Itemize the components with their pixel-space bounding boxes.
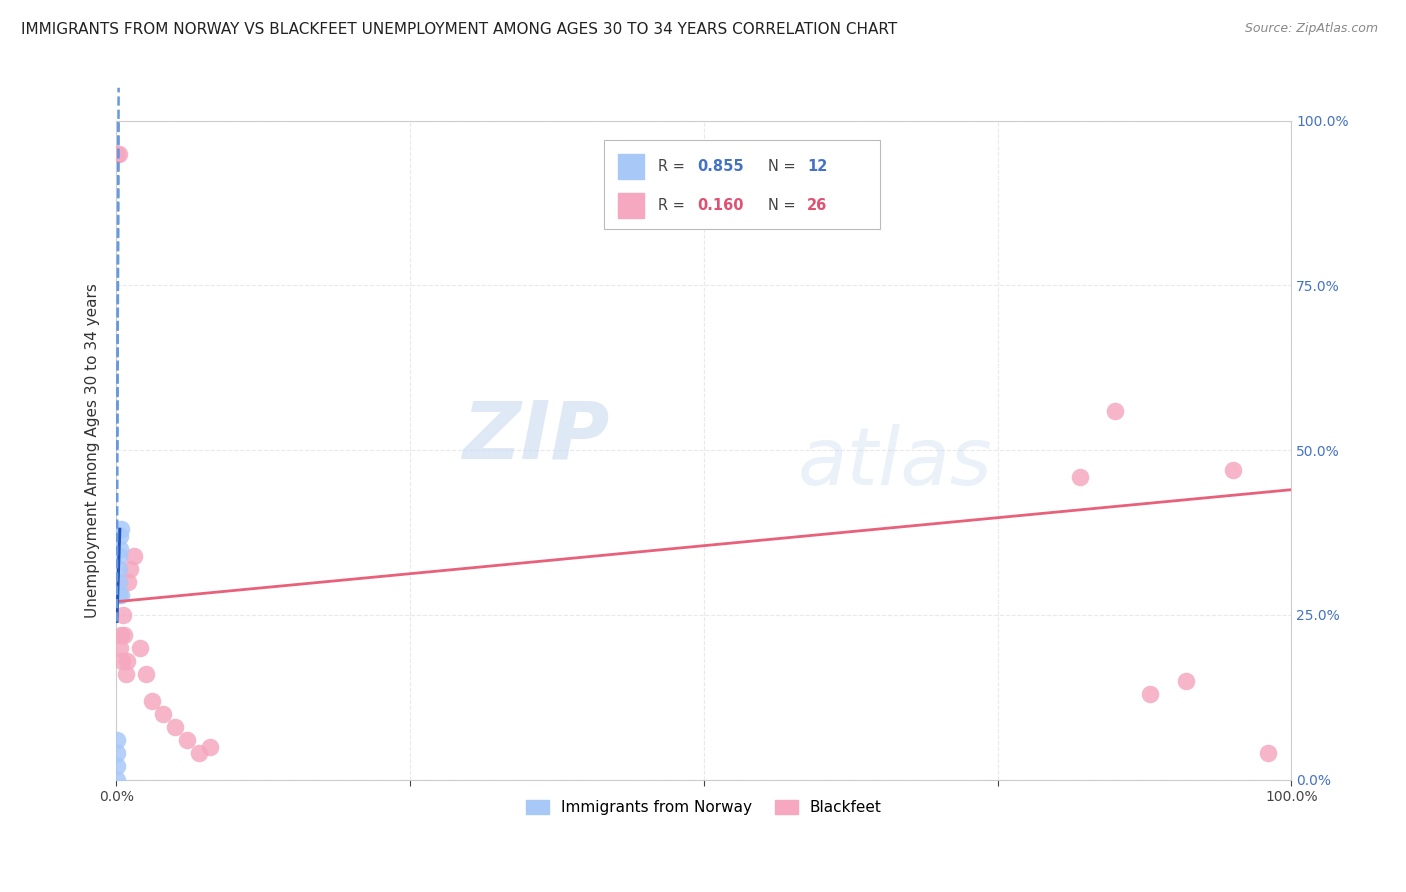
Point (107, 574, 129, 589)
FancyBboxPatch shape (605, 140, 880, 229)
Text: 26: 26 (807, 197, 828, 212)
Bar (619, 153, 644, 178)
Point (107, 146, 129, 161)
Text: atlas: atlas (797, 425, 993, 502)
Point (1222, 463, 1244, 477)
Point (128, 640, 150, 655)
Text: IMMIGRANTS FROM NORWAY VS BLACKFEET UNEMPLOYMENT AMONG AGES 30 TO 34 YEARS CORRE: IMMIGRANTS FROM NORWAY VS BLACKFEET UNEM… (21, 22, 897, 37)
Text: R =: R = (658, 197, 689, 212)
Point (163, 720, 186, 734)
Text: ZIP: ZIP (463, 398, 610, 476)
Point (1174, 673, 1197, 688)
Point (107, 759, 129, 773)
Point (107, 549, 129, 563)
Point (107, 733, 129, 747)
Point (110, 588, 132, 602)
Point (176, 733, 198, 747)
Text: R =: R = (658, 159, 689, 174)
Text: 12: 12 (807, 159, 828, 174)
Point (1257, 746, 1279, 760)
Point (114, 667, 136, 681)
Point (112, 607, 135, 622)
Point (1139, 687, 1161, 701)
Text: N =: N = (769, 197, 800, 212)
Text: Source: ZipAtlas.com: Source: ZipAtlas.com (1244, 22, 1378, 36)
Point (152, 706, 174, 721)
Point (110, 522, 132, 536)
Point (1104, 403, 1126, 417)
Text: N =: N = (769, 159, 800, 174)
Point (111, 654, 134, 668)
Point (108, 529, 131, 543)
Point (120, 562, 142, 576)
Point (108, 541, 131, 556)
Point (114, 627, 136, 641)
Point (200, 739, 222, 754)
Point (107, 588, 129, 602)
Text: 0.160: 0.160 (697, 197, 744, 212)
Point (135, 667, 157, 681)
Y-axis label: Unemployment Among Ages 30 to 34 years: Unemployment Among Ages 30 to 34 years (86, 283, 100, 617)
Point (187, 746, 209, 760)
Point (110, 627, 132, 641)
Point (108, 640, 131, 655)
Point (115, 654, 138, 668)
Point (117, 574, 139, 589)
Point (107, 746, 129, 760)
Point (141, 693, 163, 707)
Point (107, 772, 129, 787)
Point (107, 146, 129, 161)
Legend: Immigrants from Norway, Blackfeet: Immigrants from Norway, Blackfeet (520, 794, 889, 822)
Bar (619, 193, 644, 218)
Point (107, 562, 129, 576)
Point (1069, 469, 1091, 483)
Text: 0.855: 0.855 (697, 159, 744, 174)
Point (122, 549, 145, 563)
